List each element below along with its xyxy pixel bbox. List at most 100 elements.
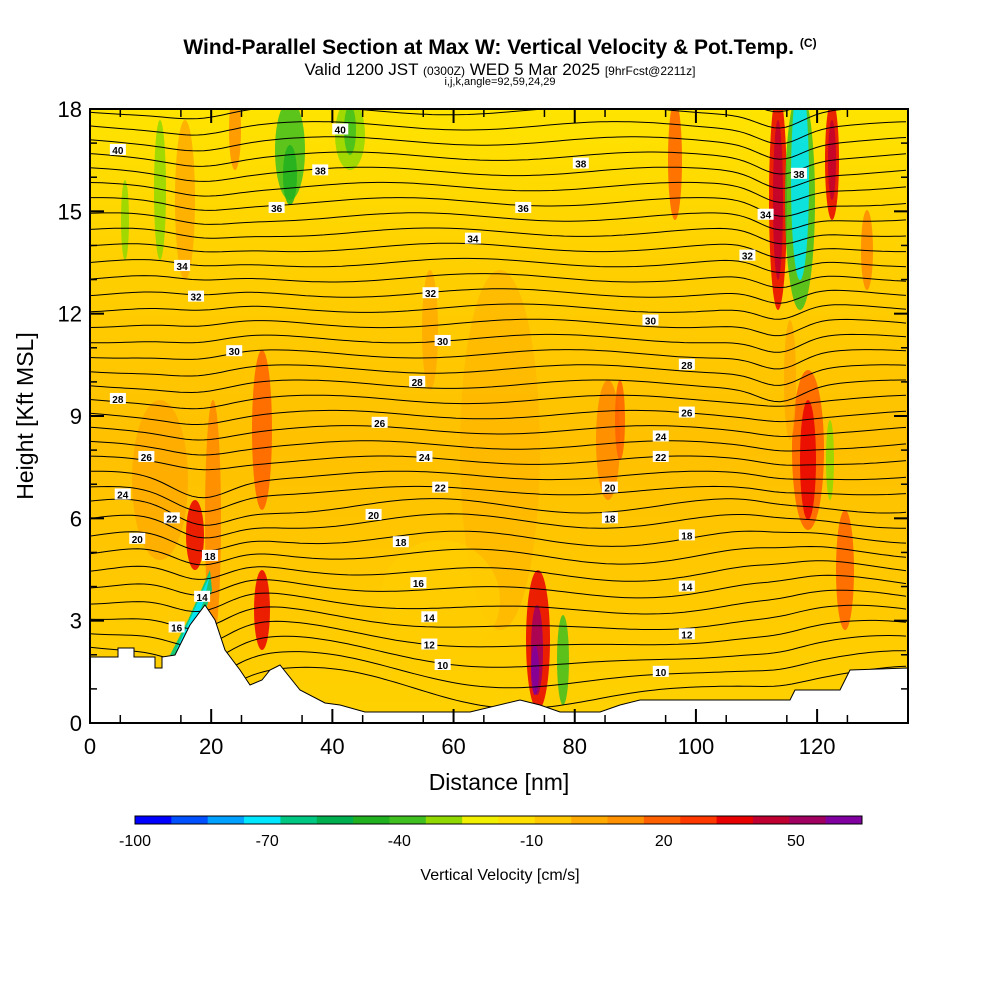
contour-label-box	[434, 334, 451, 346]
y-axis-label: Height [Kft MSL]	[12, 332, 38, 499]
contour-label-box	[371, 416, 388, 428]
contour-label: 22	[435, 484, 447, 495]
valid-date: WED 5 Mar 2025	[469, 60, 601, 79]
colorbar-swatch	[498, 816, 536, 824]
contour-label-box	[642, 314, 659, 326]
contour-label-box	[168, 621, 185, 633]
velocity-streak	[784, 320, 796, 440]
velocity-streak	[668, 109, 682, 220]
contour-label-box	[678, 406, 695, 418]
isentrope-line	[90, 364, 907, 386]
contour-label-box	[410, 577, 427, 589]
velocity-streak	[826, 420, 834, 500]
isentrope-line	[90, 121, 907, 145]
contour-label: 14	[424, 613, 436, 624]
contour-label-box	[332, 123, 349, 135]
isentrope-line	[90, 333, 907, 353]
colorbar-frame	[134, 815, 863, 825]
x-axis-label: Distance [nm]	[429, 769, 570, 795]
colorbar-swatch	[353, 816, 390, 824]
isentrope-line	[90, 318, 907, 337]
isentrope-line	[90, 589, 907, 615]
velocity-streak	[344, 109, 356, 155]
colorbar-swatch	[425, 816, 463, 824]
contour-label-box	[114, 488, 131, 500]
contour-label-box	[464, 232, 481, 244]
contour-label-box	[678, 628, 695, 640]
y-tick-label: 6	[70, 506, 82, 531]
colorbar-swatch	[825, 816, 863, 824]
contour-label: 18	[395, 538, 407, 549]
velocity-streak	[186, 500, 204, 570]
isentrope-line	[90, 530, 907, 552]
contour-label-box	[678, 358, 695, 370]
isentrope-line	[90, 470, 907, 499]
x-tick-label: 120	[799, 734, 836, 759]
contour-label: 30	[437, 337, 449, 348]
isentrope-line	[90, 181, 907, 203]
contour-label-box	[739, 249, 756, 261]
valid-prefix: Valid 1200 JST	[304, 60, 419, 79]
colorbar-swatch	[135, 816, 172, 824]
velocity-streak	[557, 615, 569, 705]
contour-label: 32	[742, 252, 754, 263]
contour-label: 16	[171, 623, 183, 634]
title-text: Wind-Parallel Section at Max W: Vertical…	[183, 36, 794, 59]
contour-label: 36	[518, 204, 530, 215]
velocity-streak	[460, 270, 540, 630]
isentrope-line	[90, 303, 907, 320]
contour-label: 22	[166, 514, 178, 525]
velocity-streak	[422, 270, 438, 390]
contour-label: 10	[437, 661, 449, 672]
velocity-streak	[229, 109, 241, 170]
isentrope-line	[90, 440, 907, 456]
isentrope-line	[90, 604, 907, 630]
y-tick-label: 12	[58, 302, 82, 327]
colorbar-swatch	[207, 816, 245, 824]
contour-label-box	[601, 481, 618, 493]
isentrope-line	[90, 242, 906, 259]
isentrope-line	[90, 379, 906, 403]
contour-label: 12	[424, 641, 436, 652]
colorbar-tick-label: -70	[256, 833, 279, 850]
contour-label-box	[109, 392, 126, 404]
y-tick-label: 18	[58, 97, 82, 122]
contour-label: 40	[112, 146, 124, 157]
colorbar-swatch	[571, 816, 609, 824]
contour-label-box	[515, 201, 532, 213]
chart-title: Wind-Parallel Section at Max W: Vertical…	[0, 36, 1000, 60]
colorbar-swatch	[244, 816, 281, 824]
contour-label-box	[421, 638, 438, 650]
isentrope-line	[90, 455, 907, 471]
contour-label: 18	[681, 531, 693, 542]
colorbar-swatch	[171, 816, 209, 824]
contour-label-box	[188, 290, 205, 302]
contour-label: 14	[197, 593, 209, 604]
colorbar-swatch	[280, 816, 318, 824]
colorbar-swatch	[789, 816, 827, 824]
contour-label-box	[422, 287, 439, 299]
isentrope-line	[90, 513, 906, 539]
velocity-streak	[254, 570, 270, 650]
contour-label: 20	[604, 484, 616, 495]
isentrope-line	[90, 288, 907, 304]
x-tick-label: 0	[84, 734, 96, 759]
colorbar-tick-label: -100	[119, 833, 151, 850]
contour-label: 32	[190, 293, 202, 304]
contour-label-box	[201, 549, 218, 561]
contour-label-box	[138, 450, 155, 462]
contour-label-box	[757, 208, 774, 220]
contour-label: 26	[141, 453, 153, 464]
contour-label: 30	[645, 316, 657, 327]
contour-label-box	[652, 665, 669, 677]
contour-label: 12	[681, 630, 693, 641]
contour-label-box	[365, 508, 382, 520]
contour-label-box	[194, 590, 211, 602]
contour-label: 28	[681, 361, 693, 372]
contour-label: 34	[760, 211, 772, 222]
contour-label-box	[226, 345, 243, 357]
velocity-streak	[283, 145, 297, 205]
x-tick-label: 60	[441, 734, 465, 759]
